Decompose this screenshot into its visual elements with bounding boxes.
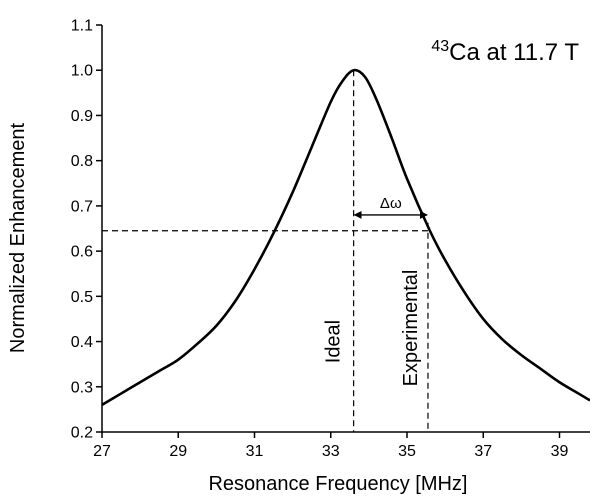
x-tick-label: 35 — [398, 443, 416, 460]
y-axis-title: Normalized Enhancement — [7, 123, 29, 354]
nucleus-mass-superscript: 43 — [431, 38, 449, 55]
y-tick-label: 0.6 — [71, 244, 93, 261]
x-axis-title: Resonance Frequency [MHz] — [208, 473, 467, 495]
y-tick-label: 0.3 — [71, 379, 93, 396]
y-axis-ticks: 0.2 0.3 0.4 0.5 0.6 0.7 0.8 0.9 1.0 1.1 — [71, 18, 102, 442]
experimental-label: Experimental — [400, 270, 422, 387]
x-tick-label: 39 — [551, 443, 569, 460]
x-tick-label: 27 — [93, 443, 111, 460]
y-tick-label: 1.1 — [71, 18, 93, 35]
x-tick-label: 29 — [169, 443, 187, 460]
y-tick-label: 0.8 — [71, 153, 93, 170]
x-axis-ticks: 27 29 31 33 35 37 39 — [93, 432, 569, 460]
ideal-label: Ideal — [323, 320, 345, 363]
y-tick-label: 0.2 — [71, 425, 93, 442]
y-tick-label: 0.9 — [71, 108, 93, 125]
y-tick-label: 0.4 — [71, 334, 93, 351]
nucleus-field-text: Ca at 11.7 T — [449, 39, 579, 66]
y-tick-label: 1.0 — [71, 63, 93, 80]
nucleus-field-label: 43Ca at 11.7 T — [431, 38, 579, 66]
y-tick-label: 0.7 — [71, 198, 93, 215]
y-tick-label: 0.5 — [71, 289, 93, 306]
x-tick-label: 37 — [474, 443, 492, 460]
delta-omega-label: Δω — [380, 195, 402, 212]
x-tick-label: 31 — [246, 443, 264, 460]
enhancement-curve — [101, 68, 590, 406]
x-tick-label: 33 — [322, 443, 340, 460]
